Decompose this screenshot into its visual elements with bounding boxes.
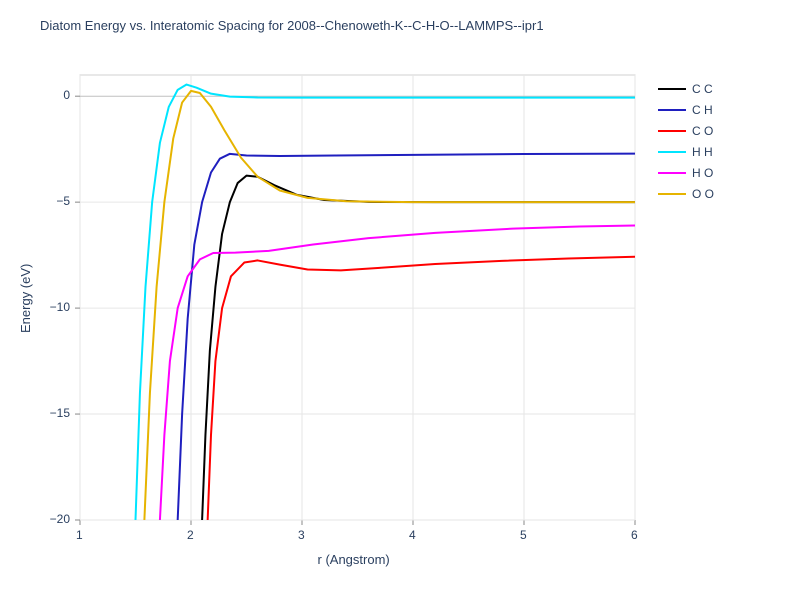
legend-label: H H — [692, 145, 713, 159]
legend-swatch — [658, 172, 686, 174]
legend-swatch — [658, 88, 686, 90]
legend-swatch — [658, 109, 686, 111]
x-tick-label: 4 — [409, 528, 416, 542]
x-tick-label: 1 — [76, 528, 83, 542]
x-tick-label: 3 — [298, 528, 305, 542]
legend-label: O O — [692, 187, 714, 201]
legend-swatch — [658, 193, 686, 195]
y-axis-label: Energy (eV) — [18, 263, 33, 332]
legend-item[interactable]: C O — [658, 120, 714, 141]
x-tick-label: 5 — [520, 528, 527, 542]
y-tick-label: 0 — [63, 88, 70, 102]
y-tick-label: −15 — [50, 406, 70, 420]
x-tick-label: 2 — [187, 528, 194, 542]
y-tick-label: −5 — [56, 194, 70, 208]
legend-label: C H — [692, 103, 713, 117]
x-tick-label: 6 — [631, 528, 638, 542]
legend-swatch — [658, 151, 686, 153]
legend-label: C C — [692, 82, 713, 96]
legend-label: C O — [692, 124, 713, 138]
plot-area — [80, 75, 635, 520]
legend-item[interactable]: C H — [658, 99, 714, 120]
legend-item[interactable]: H O — [658, 162, 714, 183]
x-axis-label: r (Angstrom) — [318, 552, 390, 567]
legend-item[interactable]: O O — [658, 183, 714, 204]
legend-swatch — [658, 130, 686, 132]
y-tick-label: −20 — [50, 512, 70, 526]
y-tick-label: −10 — [50, 300, 70, 314]
legend: C C C H C O H H H O O O — [658, 78, 714, 204]
chart-title: Diatom Energy vs. Interatomic Spacing fo… — [40, 18, 544, 33]
legend-label: H O — [692, 166, 713, 180]
legend-item[interactable]: H H — [658, 141, 714, 162]
legend-item[interactable]: C C — [658, 78, 714, 99]
